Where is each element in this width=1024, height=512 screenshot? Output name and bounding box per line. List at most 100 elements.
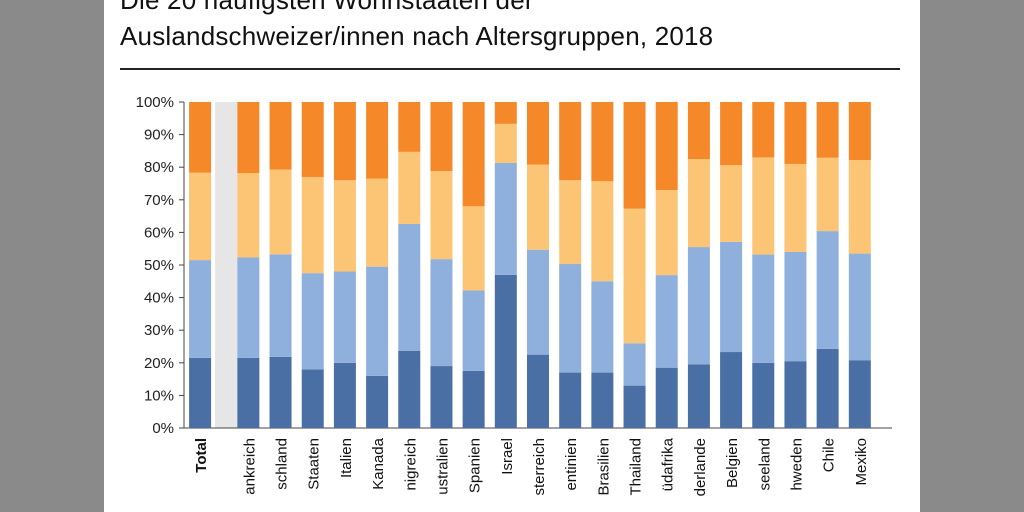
bar-segment (816, 102, 839, 158)
bar-segment (189, 172, 212, 261)
bar-segment (848, 253, 871, 361)
bar-segment (816, 157, 839, 232)
x-category-label: derlande (692, 438, 709, 496)
bar-segment (527, 164, 549, 250)
bar-segment (720, 352, 743, 428)
y-tick-label: 70% (144, 192, 174, 209)
x-category-label: üdafrika (660, 437, 677, 491)
x-category-label: ustralien (434, 438, 451, 495)
bar-segment (848, 160, 871, 254)
bar-segment (430, 171, 453, 260)
bar-segment (462, 370, 485, 428)
bar-segment (591, 102, 614, 182)
bar-segment (430, 102, 453, 172)
bar-segment (623, 102, 646, 209)
bar-segment (237, 357, 260, 428)
bar-segment (687, 102, 710, 160)
bar-segment (687, 159, 710, 248)
y-tick-label: 40% (144, 290, 174, 307)
bar-segment (189, 102, 212, 173)
bar-segment (301, 369, 324, 428)
x-category-label: Israel (499, 438, 516, 475)
bar-segment (720, 165, 743, 242)
bar-segment (559, 180, 582, 265)
x-category-label: Spanien (467, 438, 484, 493)
bar-segment (816, 348, 839, 428)
bar-segment (623, 343, 646, 386)
x-category-label: Thailand (628, 438, 645, 496)
y-tick-label: 30% (144, 322, 174, 339)
bar-segment (366, 375, 389, 428)
x-category-label: Kanada (370, 437, 387, 489)
bar-segment (398, 350, 421, 428)
bar-segment (398, 223, 421, 351)
bar-segment (430, 366, 453, 428)
bar-segment (687, 247, 710, 365)
bar-segment (333, 362, 356, 428)
bar-segment (494, 123, 517, 163)
bar-segment (237, 102, 260, 174)
bar-segment (591, 181, 614, 282)
bar-segment (366, 266, 389, 376)
x-category-label: sterreich (531, 438, 548, 496)
bar-segment (269, 254, 292, 357)
bar-segment (752, 362, 775, 428)
x-category-label: seeland (756, 438, 773, 491)
x-category-label: Mexiko (853, 438, 870, 486)
chart-panel: Die 20 häufigsten Wohnstaaten der Auslan… (104, 0, 920, 512)
bar-segment (301, 176, 324, 274)
y-tick-label: 20% (144, 355, 174, 372)
x-category-label: ankreich (241, 438, 258, 495)
bar-segment (527, 102, 549, 165)
bar-segment (591, 281, 614, 373)
bar-segment (816, 231, 839, 349)
y-tick-label: 10% (144, 387, 174, 404)
bar-segment (655, 275, 678, 368)
title-line-2: Auslandschweizer/innen nach Altersgruppe… (120, 21, 714, 51)
bar-segment (494, 102, 517, 124)
bar-segment (720, 241, 743, 353)
x-category-label: Italien (338, 438, 355, 478)
bar-segment (784, 361, 807, 428)
bar-segment (269, 102, 292, 170)
x-category-label: schland (274, 438, 291, 490)
bar-segment (301, 102, 324, 177)
bar-segment (398, 151, 421, 224)
bar-segment (623, 208, 646, 344)
bar-segment (752, 102, 775, 158)
bar-segment (269, 169, 292, 255)
stacked-bar-chart: 0% 10% 20% 30% 40% 50% 60% 70% 80% 90% 100% Total an… (136, 94, 892, 496)
bar-segment (752, 157, 775, 255)
x-category-label: Chile (821, 438, 838, 472)
bar-segment (333, 102, 356, 181)
bar-segment (301, 273, 324, 370)
bar-segment (655, 190, 678, 276)
x-category-label: hweden (788, 438, 805, 491)
bar-segment (591, 372, 614, 428)
bar-segment (333, 180, 356, 272)
bar-segment (494, 162, 517, 275)
chart-title: Die 20 häufigsten Wohnstaaten der Auslan… (120, 0, 900, 54)
bar-segment (366, 102, 389, 179)
y-tick-label: 50% (144, 257, 174, 274)
bar-segment (237, 173, 260, 258)
bar-segment (784, 251, 807, 362)
title-line-1: Die 20 häufigsten Wohnstaaten der (120, 0, 534, 15)
bar-segment (559, 372, 582, 428)
x-category-label: Total (193, 438, 210, 473)
bar-segment (366, 178, 389, 267)
bar-segment (655, 102, 678, 191)
bar-segment (848, 102, 871, 161)
x-category-label: Belgien (724, 438, 741, 488)
bar-segment (398, 102, 421, 152)
bar-segment (269, 356, 292, 428)
bar-segment (333, 271, 356, 363)
x-category-label: nigreich (402, 438, 419, 491)
bar-segment (752, 254, 775, 363)
bar-segment (494, 274, 517, 428)
bar-segment (784, 102, 807, 164)
bar-segment (462, 290, 485, 371)
bar-segment (784, 163, 807, 252)
bar-segment (655, 367, 678, 428)
y-tick-label: 80% (144, 159, 174, 176)
